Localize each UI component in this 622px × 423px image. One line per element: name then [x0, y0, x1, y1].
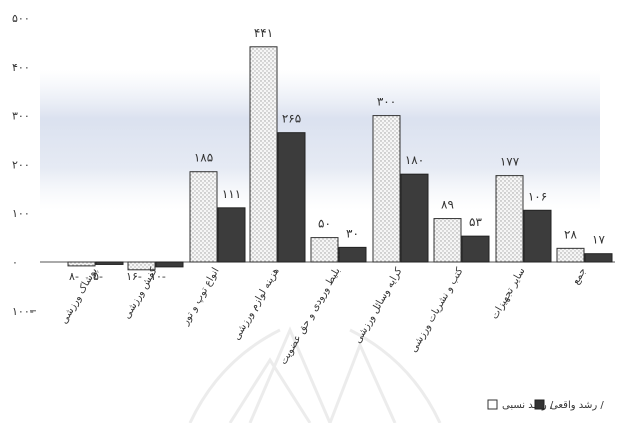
- data-label-real: ۲۶۵: [282, 112, 301, 126]
- data-label-relative: ۸-: [69, 270, 79, 283]
- category-label: جمع: [570, 266, 588, 286]
- legend-label-relative: رشد نسبی /: [502, 400, 554, 411]
- bar-real: [584, 253, 613, 263]
- bar-relative: [127, 261, 156, 271]
- y-tick-label: ۵۰۰: [12, 12, 30, 25]
- bar-relative: [556, 247, 585, 263]
- bar-real: [277, 132, 306, 263]
- category-label: سایر تجهیزات: [489, 266, 527, 321]
- data-label-real: ۱۸۰: [405, 153, 424, 167]
- data-label-real: ۱۷: [592, 233, 605, 247]
- bar-real: [523, 209, 552, 263]
- y-tick-label: ۱۰۰: [12, 207, 30, 220]
- category-label: بلیط ورودی و حق عضویت: [278, 266, 342, 367]
- data-label-real: ۱۰۶: [528, 189, 547, 203]
- data-label-relative: ۱۷۷: [500, 155, 520, 169]
- data-label-real: ۱۱۱: [222, 187, 241, 201]
- data-label-relative: ۱۸۵: [194, 151, 213, 165]
- bar-relative: [189, 171, 218, 263]
- data-label-real: ۱۰-: [150, 270, 166, 283]
- bar-relative: [310, 237, 339, 263]
- bar-real: [217, 207, 246, 263]
- legend-swatch-real: [534, 399, 545, 410]
- data-label-relative: ۱۶-: [126, 270, 142, 283]
- y-tick-label: ۱۰۰-: [12, 305, 34, 318]
- data-label-relative: ۵۰: [318, 217, 331, 231]
- category-label: هزینه لوازم ورزشی: [231, 266, 281, 342]
- data-label-real: ۳۰: [346, 226, 359, 240]
- bar-relative: [249, 46, 278, 263]
- bar-relative: [495, 175, 524, 263]
- y-tick-label: ۰: [12, 256, 18, 269]
- data-label-relative: ۳۰۰: [377, 95, 396, 109]
- y-tick-label: ۳۰۰: [12, 110, 30, 123]
- category-label: کرایه وسائل ورزشی: [352, 266, 404, 346]
- bar-real: [338, 246, 367, 263]
- data-label-relative: ۲۸: [564, 227, 577, 241]
- y-tick-label: ۴۰۰: [12, 61, 30, 74]
- data-label-real: ۵۳: [469, 215, 482, 229]
- legend-label-real: رشد واقعی /: [550, 400, 604, 411]
- legend-swatch-relative: [487, 399, 498, 410]
- bar-real: [95, 261, 124, 265]
- data-label-relative: ۸۹: [441, 198, 454, 212]
- category-label: کتب و نشریات ورزشی: [408, 266, 465, 355]
- bar-relative: [372, 115, 401, 263]
- watermark-emblem: [188, 326, 442, 423]
- bar-real: [461, 235, 490, 263]
- bar-real: [155, 261, 184, 268]
- category-label: پوشاک ورزشی: [59, 266, 100, 326]
- category-label: انواع توپ و تور: [180, 266, 222, 328]
- bar-real: [400, 173, 429, 263]
- y-tick-label: ۲۰۰: [12, 158, 30, 171]
- bar-relative: [67, 261, 96, 267]
- data-label-real: ۵-: [93, 270, 103, 283]
- bar-relative: [433, 218, 462, 263]
- data-label-relative: ۴۴۱: [254, 26, 273, 40]
